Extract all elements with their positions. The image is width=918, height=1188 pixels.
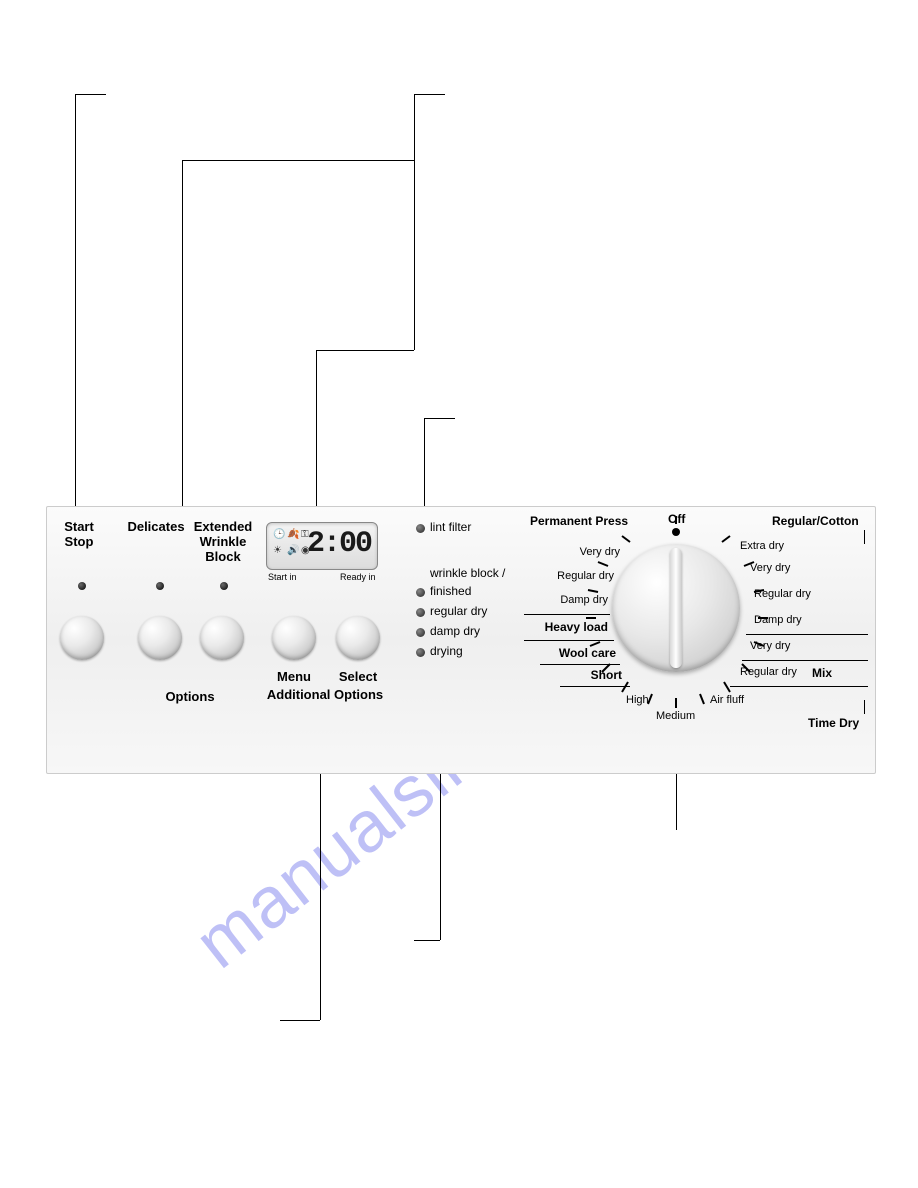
rc-regular-dry: Regular dry xyxy=(754,588,811,600)
ready-in-label: Ready in xyxy=(340,572,376,582)
sep-right-1 xyxy=(746,634,868,635)
callout-4-v xyxy=(424,418,425,518)
extended-wrinkle-block-button[interactable] xyxy=(200,616,244,660)
ewb-led xyxy=(220,582,228,590)
additional-options-group-label: Additional Options xyxy=(258,688,392,703)
leaf-icon: 🍂 xyxy=(287,529,299,540)
callout-6-h xyxy=(280,1020,320,1021)
menu-label: Menu xyxy=(266,670,322,685)
callout-3-v xyxy=(316,350,317,522)
dial-grip[interactable] xyxy=(670,548,682,668)
start-stop-label: StartStop xyxy=(56,520,102,550)
delicates-label: Delicates xyxy=(124,520,188,535)
dial-pointer-dot xyxy=(672,528,680,536)
start-stop-button[interactable] xyxy=(60,616,104,660)
lint-filter-label: lint filter xyxy=(430,520,471,534)
finished-label: finished xyxy=(430,584,471,598)
damp-dry-label: damp dry xyxy=(430,624,480,638)
callout-2-h xyxy=(182,160,414,161)
callout-3-v2 xyxy=(414,94,415,350)
short: Short xyxy=(582,668,622,682)
regular-dry-led xyxy=(416,608,425,617)
sep-left-4 xyxy=(560,686,630,687)
rc-extra-dry: Extra dry xyxy=(740,540,784,552)
start-in-label: Start in xyxy=(268,572,297,582)
heavy-load: Heavy load xyxy=(528,620,608,634)
regular-dry-label: regular dry xyxy=(430,604,487,618)
pp-very-dry: Very dry xyxy=(570,546,620,558)
lint-filter-led xyxy=(416,524,425,533)
wrinkle-block-header: wrinkle block / xyxy=(430,566,505,580)
sun-icon: ☀ xyxy=(273,545,282,556)
mix-regular-dry: Regular dry xyxy=(740,666,797,678)
sep-right-3 xyxy=(730,686,868,687)
sep-right-2 xyxy=(742,660,868,661)
sep-timedry xyxy=(864,700,865,714)
pp-regular-dry: Regular dry xyxy=(548,570,614,582)
drying-led xyxy=(416,648,425,657)
sep-left-1 xyxy=(524,614,610,615)
options-group-label: Options xyxy=(150,690,230,705)
extended-wrinkle-block-label: ExtendedWrinkleBlock xyxy=(190,520,256,565)
delicates-led xyxy=(156,582,164,590)
damp-dry-led xyxy=(416,628,425,637)
callout-3-h2 xyxy=(414,94,445,95)
sep-rc xyxy=(864,530,865,544)
select-label: Select xyxy=(330,670,386,685)
permanent-press-title: Permanent Press xyxy=(530,514,628,528)
off-label: Off xyxy=(668,512,685,526)
select-button[interactable] xyxy=(336,616,380,660)
regular-cotton-title: Regular/Cotton xyxy=(772,514,859,528)
start-stop-led xyxy=(78,582,86,590)
rc-damp-dry: Damp dry xyxy=(754,614,802,626)
rc-very-dry: Very dry xyxy=(750,562,790,574)
menu-button[interactable] xyxy=(272,616,316,660)
medium: Medium xyxy=(656,710,695,722)
drying-label: drying xyxy=(430,644,463,658)
display-time: 2:00 xyxy=(307,527,371,561)
callout-3-h xyxy=(316,350,414,351)
sep-left-2 xyxy=(524,640,614,641)
time-dry-title: Time Dry xyxy=(808,716,859,730)
callout-4-h xyxy=(424,418,455,419)
finished-led xyxy=(416,588,425,597)
high: High xyxy=(626,694,649,706)
clock-icon: 🕒 xyxy=(273,529,285,540)
lcd-display: 🕒 🍂 ⚿ ☀ 🔊 ◉ 2:00 xyxy=(266,522,378,570)
mix-very-dry: Very dry xyxy=(750,640,790,652)
pp-damp-dry: Damp dry xyxy=(552,594,608,606)
air-fluff: Air fluff xyxy=(710,694,744,706)
mix-title: Mix xyxy=(812,666,832,680)
callout-2-v xyxy=(182,160,183,506)
callout-1-h xyxy=(75,94,106,95)
callout-5-h xyxy=(414,940,440,941)
callout-1-v xyxy=(75,94,76,506)
sound-icon: 🔊 xyxy=(287,545,299,556)
wool-care: Wool care xyxy=(540,646,616,660)
delicates-button[interactable] xyxy=(138,616,182,660)
sep-left-3 xyxy=(540,664,620,665)
